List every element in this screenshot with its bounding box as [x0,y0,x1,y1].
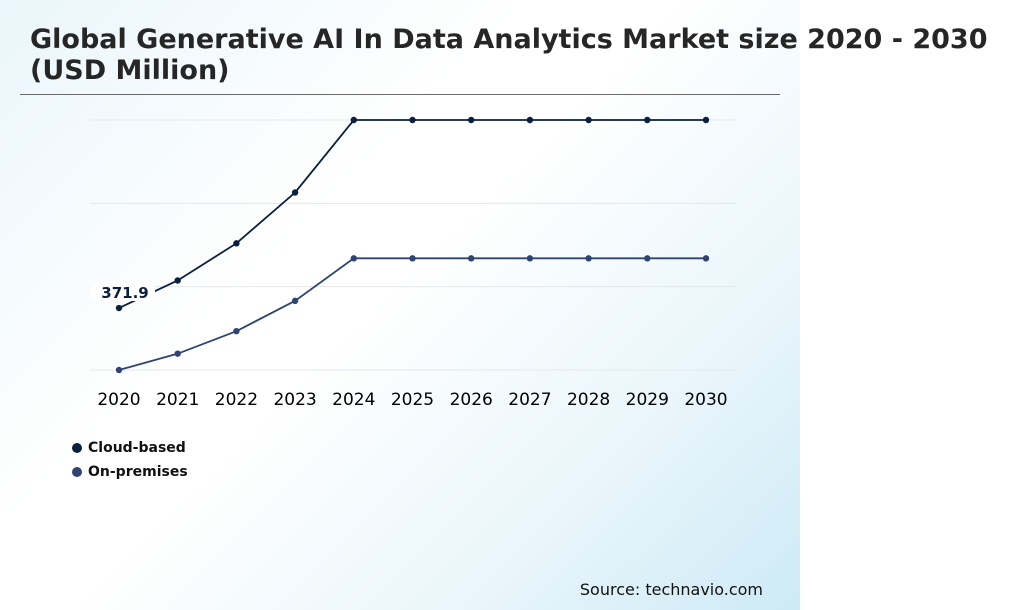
data-point [526,255,534,262]
legend-item-on-premises: On-premises [72,460,188,484]
data-point [291,189,299,196]
series-points [115,116,710,374]
x-tick-label: 2021 [156,390,199,410]
series-line-on-premises [118,257,706,371]
x-tick-label: 2028 [567,390,610,410]
data-point [468,255,475,262]
data-label: 371.9 [101,284,148,302]
legend-marker-icon [72,443,82,453]
chart-panel [0,0,800,610]
x-tick-label: 2025 [391,390,434,410]
data-point [115,366,123,374]
data-point [585,255,592,262]
x-tick-label: 2026 [450,390,493,410]
x-tick-label: 2029 [626,390,669,410]
legend-marker-icon [72,467,82,477]
data-point [233,327,240,335]
data-point [350,116,357,124]
data-label-background [91,282,155,302]
series-line-cloud-based [118,119,706,309]
data-point [233,240,240,247]
title-divider [20,94,780,95]
x-tick-label: 2030 [684,390,727,410]
x-axis-ticks: 2020 2021 2022 2023 2024 2025 2026 2027 2028 2029… [97,390,727,410]
x-tick-label: 2027 [508,390,551,410]
data-point [115,304,123,312]
line-chart: 2020 2021 2022 2023 2024 2025 2026 2027 2028 2029… [90,116,736,410]
data-point [468,116,475,124]
x-tick-label: 2024 [332,390,375,410]
data-point [526,116,534,124]
data-point [644,116,651,124]
chart-title: Global Generative AI In Data Analytics M… [30,24,988,86]
data-point [409,255,416,262]
legend: Cloud-based On-premises [72,436,188,484]
x-tick-label: 2022 [215,390,258,410]
data-point [702,255,710,262]
data-point [585,116,592,124]
gridlines [90,119,736,371]
data-point [409,116,416,124]
legend-label: Cloud-based [88,440,186,456]
data-point [644,255,651,262]
data-labels: 371.9 [91,282,155,302]
source-credit: Source: technavio.com [579,580,763,599]
data-point [174,277,181,284]
legend-item-cloud-based: Cloud-based [72,436,188,460]
x-tick-label: 2020 [97,390,140,410]
data-point [702,116,710,124]
data-point [291,297,299,305]
legend-label: On-premises [88,464,188,480]
series-lines [118,119,706,371]
x-tick-label: 2023 [273,390,316,410]
data-point [174,350,181,357]
data-point [350,255,357,262]
